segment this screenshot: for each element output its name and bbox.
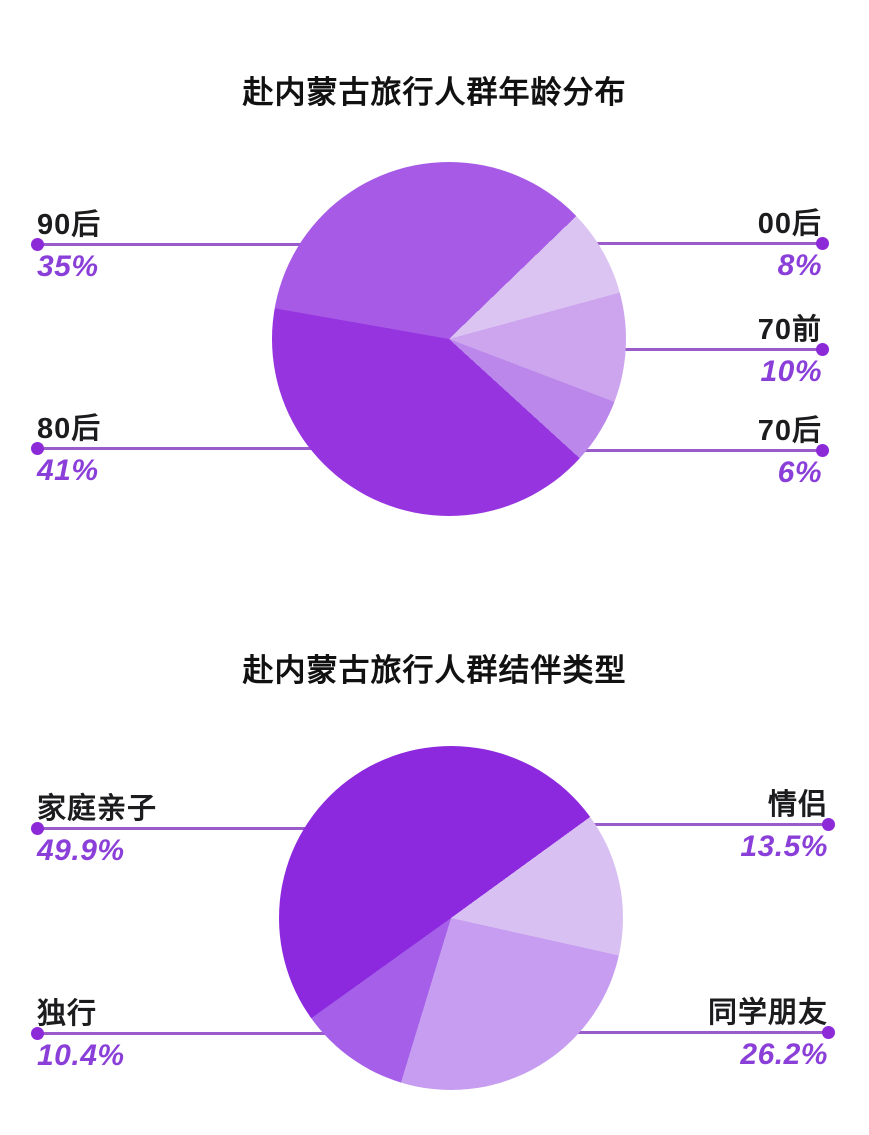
callout-label: 独行 [37, 998, 98, 1030]
companion-chart-title: 赴内蒙古旅行人群结伴类型 [242, 652, 627, 688]
callout-dot-icon [821, 1025, 835, 1039]
callout-value: 41% [37, 453, 99, 487]
callout-family: 家庭亲子 49.9% [30, 793, 451, 869]
callout-label: 同学朋友 [707, 997, 828, 1029]
callout-post-70s: 70后 6% [449, 415, 829, 491]
callout-pre-70s: 70前 10% [449, 314, 829, 390]
callout-label: 80后 [37, 413, 102, 445]
callout-solo: 独行 10.4% [30, 998, 451, 1074]
callout-label: 情侣 [767, 789, 828, 821]
callout-post-80s: 80后 41% [30, 413, 449, 489]
callout-friends: 同学朋友 26.2% [451, 997, 835, 1073]
callout-label: 90后 [37, 209, 102, 241]
callout-label: 家庭亲子 [37, 793, 158, 825]
callout-dot-icon [815, 443, 829, 457]
callout-value: 10% [760, 354, 822, 388]
callout-couple: 情侣 13.5% [451, 789, 835, 865]
callout-line [449, 342, 829, 356]
callout-value: 35% [37, 249, 99, 283]
age-chart-title: 赴内蒙古旅行人群年龄分布 [242, 74, 627, 110]
callout-line [451, 1025, 835, 1039]
callout-post-90s: 90后 35% [30, 209, 449, 285]
callout-line [30, 237, 449, 251]
callout-value: 49.9% [37, 833, 125, 867]
callout-line [30, 1026, 451, 1040]
callout-value: 10.4% [37, 1038, 125, 1072]
callout-dot-icon [30, 237, 44, 251]
callout-value: 13.5% [740, 829, 828, 863]
callout-value: 6% [777, 455, 822, 489]
callout-post-00s: 00后 8% [449, 208, 829, 284]
age-pie-chart [272, 162, 626, 516]
callout-line [30, 441, 449, 455]
callout-dot-icon [30, 1026, 44, 1040]
callout-dot-icon [30, 821, 44, 835]
callout-line [449, 236, 829, 250]
callout-label: 70前 [757, 314, 822, 346]
callout-dot-icon [821, 817, 835, 831]
callout-line [451, 817, 835, 831]
callout-dot-icon [30, 441, 44, 455]
callout-dot-icon [815, 342, 829, 356]
callout-value: 8% [777, 248, 822, 282]
companion-pie-chart [279, 746, 623, 1090]
callout-line [449, 443, 829, 457]
callout-label: 70后 [757, 415, 822, 447]
callout-value: 26.2% [740, 1037, 828, 1071]
callout-line [30, 821, 451, 835]
callout-label: 00后 [757, 208, 822, 240]
callout-dot-icon [815, 236, 829, 250]
